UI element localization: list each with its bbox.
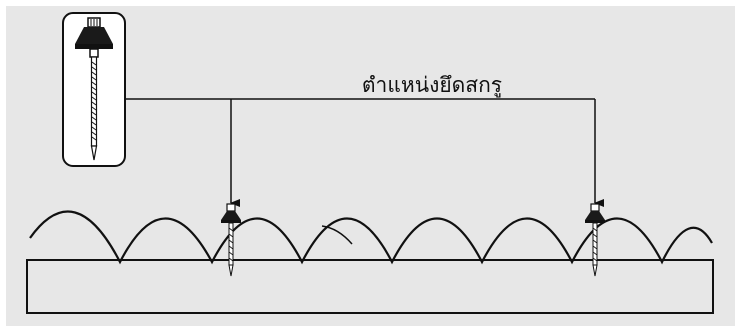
support-beam: [26, 259, 714, 314]
installed-screw-right: [585, 203, 605, 277]
connector-lines: [125, 98, 604, 207]
installed-screw-left: [221, 203, 241, 277]
screw-position-label: ตำแหน่งยึดสกรู: [362, 73, 502, 98]
sheet-overlap-edge: [321, 225, 353, 245]
roofing-screw-icon: [75, 17, 113, 161]
corrugated-sheet: [29, 210, 713, 265]
